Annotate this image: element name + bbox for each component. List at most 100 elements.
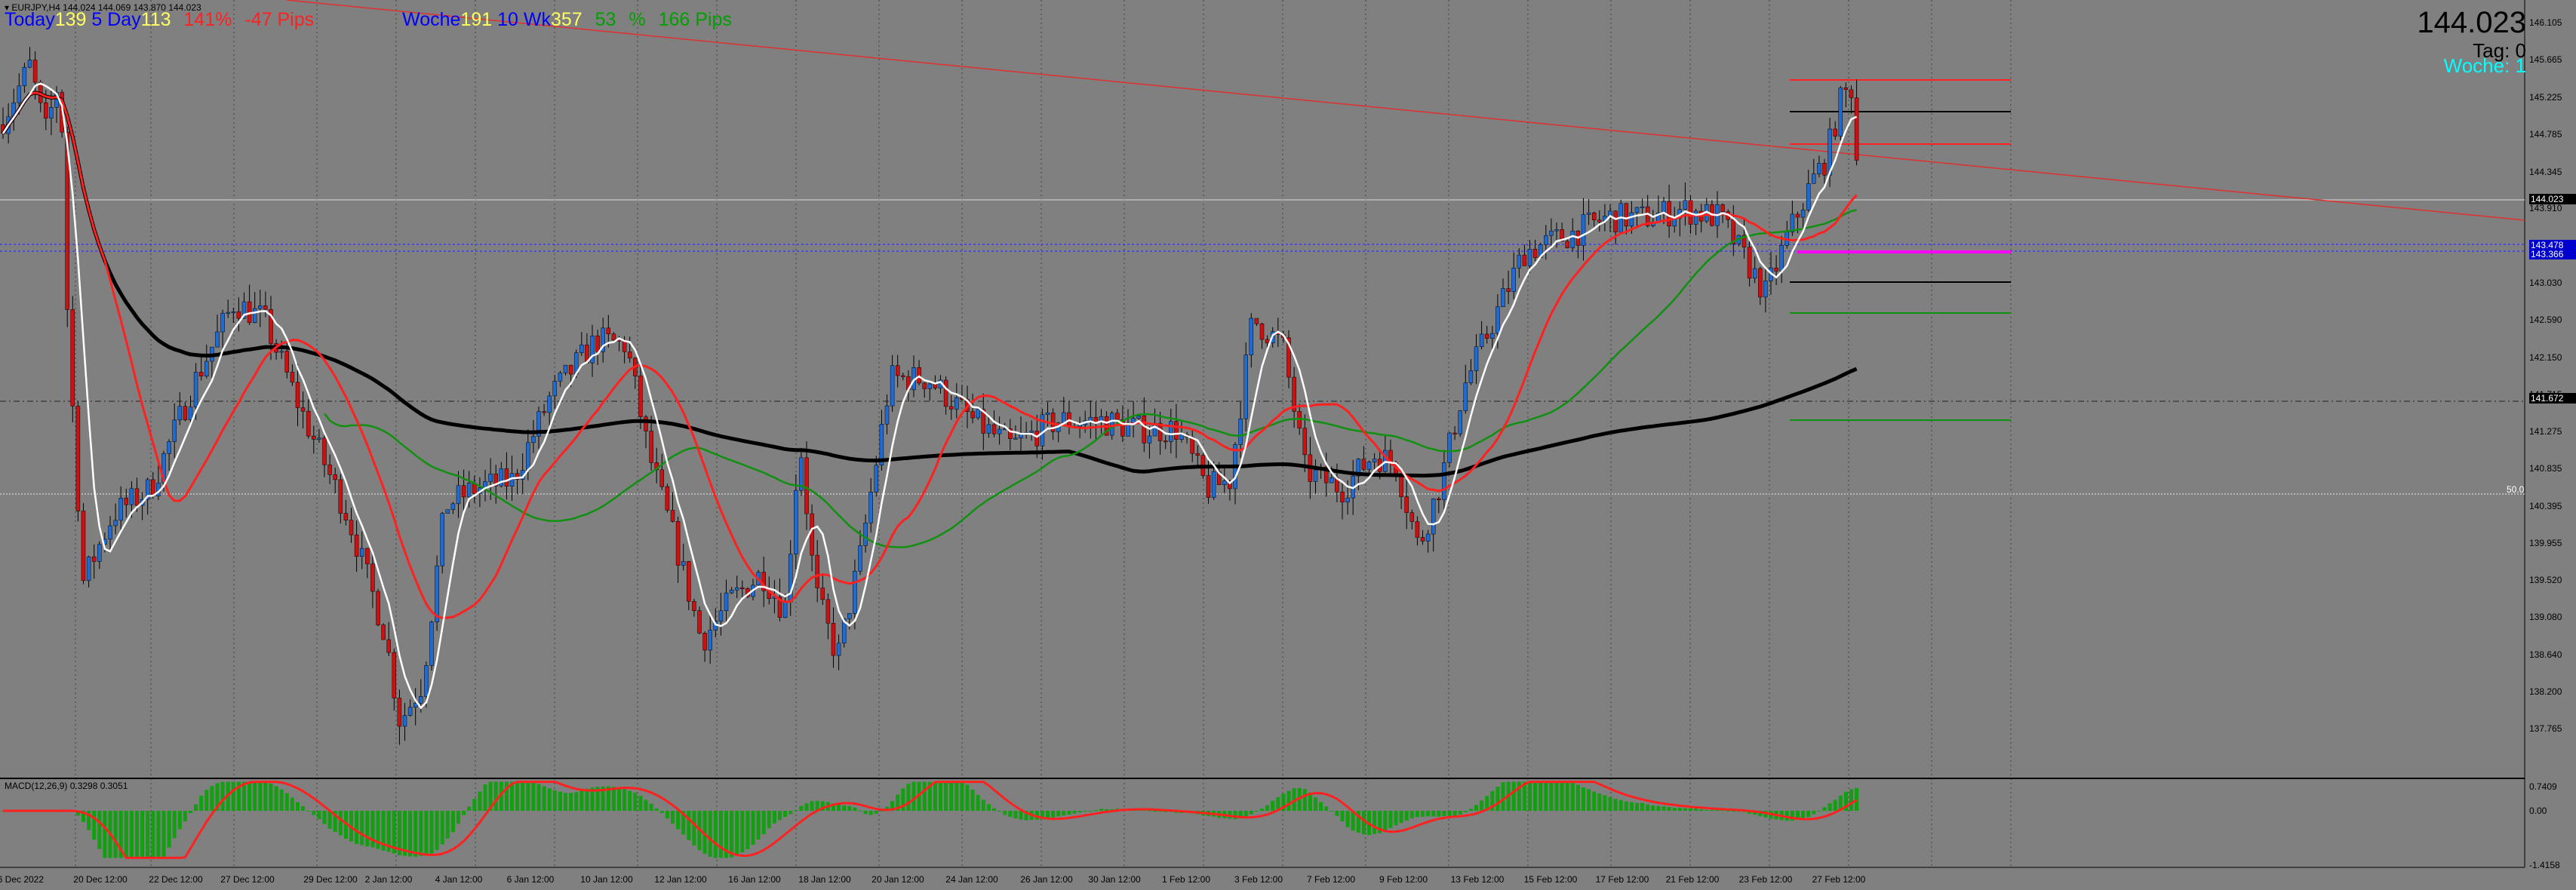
macd-bar xyxy=(1689,808,1692,811)
macd-bar xyxy=(199,795,204,811)
candle-body xyxy=(1838,87,1843,137)
macd-bar xyxy=(1468,809,1473,811)
macd-bar xyxy=(885,806,889,811)
candle-body xyxy=(638,376,643,417)
candle-body xyxy=(1484,333,1489,339)
macd-bar xyxy=(322,811,327,824)
macd-bar xyxy=(1710,809,1714,811)
macd-bar xyxy=(413,811,418,857)
price-axis-label: 141.275 xyxy=(2529,426,2562,437)
wk-pips: 166 Pips xyxy=(658,9,732,30)
time-axis-label: 16 Jan 12:00 xyxy=(728,874,781,885)
macd-bar xyxy=(435,811,439,850)
candle-body xyxy=(91,556,97,562)
candle-body xyxy=(1843,87,1849,91)
macd-bar xyxy=(1495,787,1500,811)
price-axis-label: 142.150 xyxy=(2529,351,2562,363)
macd-bar xyxy=(333,811,337,832)
macd-bar xyxy=(355,811,359,844)
candle-body xyxy=(445,509,450,514)
candle-body xyxy=(895,365,900,376)
candle-body xyxy=(1613,210,1618,233)
macd-bar xyxy=(462,811,466,815)
macd-bar xyxy=(536,784,541,811)
symbol-info: ▾ EURJPY,H4 144.024 144.069 143.870 144.… xyxy=(5,2,201,13)
price-axis-label: 140.835 xyxy=(2529,463,2562,474)
candle-body xyxy=(649,431,653,463)
candle-body xyxy=(547,395,552,413)
ma-20-line xyxy=(2,91,1858,619)
macd-bar xyxy=(1817,811,1821,812)
macd-bar xyxy=(1388,811,1393,828)
macd-bar xyxy=(392,811,396,854)
candle-body xyxy=(976,409,980,419)
macd-bar xyxy=(317,811,321,819)
candle-body xyxy=(1045,413,1050,416)
macd-bar xyxy=(306,811,311,812)
price-axis-label: 143.030 xyxy=(2529,278,2562,289)
candle-body xyxy=(1624,203,1629,227)
candle-body xyxy=(499,468,504,486)
woche-counter: Woche: 1 xyxy=(2443,54,2526,77)
macd-bar xyxy=(450,811,455,833)
candle-body xyxy=(327,465,332,475)
macd-bar xyxy=(1533,781,1538,811)
wk10-label: 10 Wk xyxy=(497,9,551,30)
macd-bar xyxy=(1404,811,1409,821)
candle-body xyxy=(1008,428,1013,439)
macd-bar xyxy=(75,811,80,816)
macd-bar xyxy=(671,811,675,824)
macd-bar xyxy=(574,792,579,811)
macd-bar xyxy=(531,781,536,811)
horizontal-levels xyxy=(0,0,2525,495)
macd-bar xyxy=(1437,811,1441,817)
price-axis-label: 145.665 xyxy=(2529,54,2562,66)
candle-body xyxy=(284,351,290,373)
macd-bar xyxy=(1008,811,1013,818)
macd-bar xyxy=(236,781,241,811)
candle-body xyxy=(1817,163,1821,174)
macd-bar xyxy=(1147,810,1151,812)
candle-body xyxy=(1597,219,1602,222)
macd-bar xyxy=(1554,781,1559,811)
candle-body xyxy=(853,570,857,614)
macd-bar xyxy=(1683,808,1687,811)
time-axis-label: 6 Jan 12:00 xyxy=(506,874,555,885)
today-label: Today xyxy=(5,9,55,30)
macd-bar xyxy=(799,806,804,811)
macd-bar xyxy=(151,811,155,858)
candle-body xyxy=(665,486,670,511)
price-tag: 143.366 xyxy=(2529,249,2576,260)
candle-body xyxy=(1399,474,1403,497)
macd-indicator xyxy=(1,781,1859,859)
macd-bar xyxy=(1024,811,1028,821)
candle-body xyxy=(1506,288,1511,292)
candle-body xyxy=(1425,533,1431,542)
price-axis-label: 139.520 xyxy=(2529,575,2562,586)
macd-bar xyxy=(1292,788,1296,811)
macd-bar xyxy=(659,811,664,813)
macd-bar xyxy=(493,781,498,811)
macd-bar xyxy=(1624,801,1628,811)
macd-bar xyxy=(927,781,932,811)
macd-bar xyxy=(1694,808,1698,811)
macd-bar xyxy=(713,811,718,858)
ma-6-line xyxy=(2,82,1858,710)
macd-bar xyxy=(1153,810,1157,812)
macd-bar xyxy=(595,787,600,811)
candle-body xyxy=(606,327,611,335)
candle-body xyxy=(804,457,809,514)
candle-body xyxy=(718,610,724,621)
candle-body xyxy=(424,665,429,697)
time-axis-label: 30 Jan 12:00 xyxy=(1088,874,1141,885)
stats-bar: Today139 5 Day113 141% -47 Pips Woche191… xyxy=(5,9,739,31)
macd-bar xyxy=(253,781,257,811)
candle-body xyxy=(670,510,675,522)
candle-body xyxy=(825,599,831,624)
macd-bar xyxy=(156,811,161,858)
grid-lines xyxy=(0,0,2525,868)
macd-axis-label: 0.7409 xyxy=(2529,781,2557,792)
candle-body xyxy=(1560,229,1564,242)
